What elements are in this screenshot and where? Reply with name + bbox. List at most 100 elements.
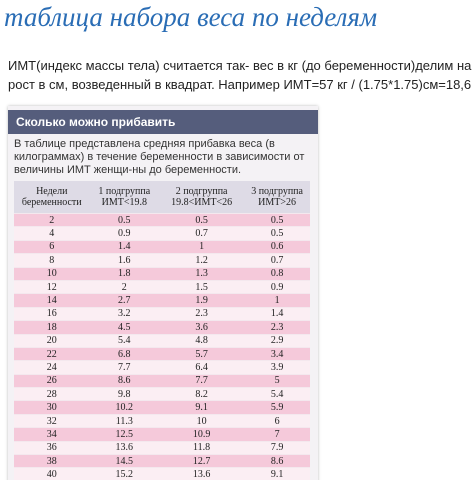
card-description: В таблице представлена средняя прибавка … <box>14 138 305 176</box>
table-row: 34 12.5 10.9 7 <box>14 427 310 442</box>
table-row: 28 9.8 8.2 5.4 <box>14 387 310 401</box>
table-cell: 0.6 <box>244 239 310 254</box>
table-cell: 6 <box>244 413 310 428</box>
table-cell: 12.5 <box>89 427 160 442</box>
column-header: Недели беременности <box>14 181 90 214</box>
table-cell: 18 <box>14 320 90 335</box>
table-row: 4 0.9 0.7 0.5 <box>14 226 310 241</box>
table-cell: 36 <box>14 440 90 455</box>
table-row: 32 11.3 10 6 <box>14 413 310 428</box>
table-row: 12 2 1.5 0.9 <box>14 279 310 294</box>
table-row: 8 1.6 1.2 0.7 <box>14 253 310 268</box>
table-cell: 13.6 <box>159 467 245 480</box>
table-cell: 2.3 <box>244 320 310 335</box>
table-cell: 5.7 <box>159 346 245 361</box>
weight-table: Недели беременности 1 подгруппа ИМТ<19.8 2… <box>14 181 310 480</box>
table-cell: 9.1 <box>159 400 245 415</box>
table-cell: 5.4 <box>89 333 160 348</box>
table-cell: 5 <box>244 373 310 388</box>
table-row: 26 8.6 7.7 5 <box>14 373 310 388</box>
table-cell: 0.5 <box>159 212 245 227</box>
table-cell: 11.3 <box>89 413 160 428</box>
table-cell: 3.9 <box>244 360 310 375</box>
table-cell: 40 <box>14 467 90 480</box>
table-row: 14 2.7 1.9 1 <box>14 293 310 308</box>
table-cell: 6.4 <box>159 360 245 375</box>
table-cell: 1.4 <box>244 306 310 321</box>
table-cell: 4.5 <box>89 320 160 335</box>
table-cell: 10.9 <box>159 427 245 442</box>
table-cell: 1.8 <box>89 266 160 281</box>
table-cell: 1.4 <box>89 239 160 254</box>
table-cell: 1.2 <box>159 253 245 268</box>
table-cell: 6.8 <box>89 346 160 361</box>
table-cell: 1.5 <box>159 279 245 294</box>
intro-text: ИМТ(индекс массы тела) считается так- ве… <box>8 58 472 92</box>
table-row: 2 0.5 0.5 0.5 <box>14 212 310 227</box>
table-card: Сколько можно прибавить В таблице предст… <box>8 106 318 480</box>
table-cell: 7.9 <box>244 440 310 455</box>
table-cell: 8.6 <box>244 454 310 468</box>
column-header: 3 подгруппа ИМТ>26 <box>244 181 310 214</box>
table-cell: 22 <box>14 346 90 361</box>
table-cell: 8.2 <box>159 387 245 401</box>
table-cell: 0.5 <box>244 212 310 227</box>
table-cell: 8.6 <box>89 373 160 388</box>
table-cell: 0.8 <box>244 266 310 281</box>
table-cell: 7.7 <box>159 373 245 388</box>
table-row: 20 5.4 4.8 2.9 <box>14 333 310 348</box>
table-cell: 28 <box>14 387 90 401</box>
table-cell: 24 <box>14 360 90 375</box>
table-cell: 7.7 <box>89 360 160 375</box>
table-cell: 16 <box>14 306 90 321</box>
table-cell: 2.9 <box>244 333 310 348</box>
table-cell: 0.9 <box>89 226 160 241</box>
table-cell: 14.5 <box>89 454 160 468</box>
table-cell: 12.7 <box>159 454 245 468</box>
table-cell: 6 <box>14 239 90 254</box>
table-cell: 0.9 <box>244 279 310 294</box>
table-row: 16 3.2 2.3 1.4 <box>14 306 310 321</box>
table-cell: 8 <box>14 253 90 268</box>
table-cell: 15.2 <box>89 467 160 480</box>
table-cell: 32 <box>14 413 90 428</box>
table-cell: 14 <box>14 293 90 308</box>
table-cell: 5.9 <box>244 400 310 415</box>
table-cell: 26 <box>14 373 90 388</box>
table-cell: 5.4 <box>244 387 310 401</box>
table-row: 40 15.2 13.6 9.1 <box>14 467 310 480</box>
table-cell: 2 <box>89 279 160 294</box>
table-cell: 2.3 <box>159 306 245 321</box>
table-row: 38 14.5 12.7 8.6 <box>14 454 310 468</box>
table-cell: 34 <box>14 427 90 442</box>
table-row: 22 6.8 5.7 3.4 <box>14 346 310 361</box>
table-cell: 2.7 <box>89 293 160 308</box>
column-header: 1 подгруппа ИМТ<19.8 <box>89 181 160 214</box>
table-cell: 3.6 <box>159 320 245 335</box>
table-cell: 38 <box>14 454 90 468</box>
table-row: 6 1.4 1 0.6 <box>14 239 310 254</box>
table-cell: 3.2 <box>89 306 160 321</box>
table-cell: 4 <box>14 226 90 241</box>
table-cell: 1 <box>159 239 245 254</box>
table-cell: 1.9 <box>159 293 245 308</box>
table-cell: 4.8 <box>159 333 245 348</box>
table-row: 30 10.2 9.1 5.9 <box>14 400 310 415</box>
table-cell: 0.7 <box>244 253 310 268</box>
table-cell: 3.4 <box>244 346 310 361</box>
table-cell: 30 <box>14 400 90 415</box>
card-title: Сколько можно прибавить <box>8 110 318 134</box>
table-cell: 10.2 <box>89 400 160 415</box>
table-cell: 11.8 <box>159 440 245 455</box>
table-cell: 13.6 <box>89 440 160 455</box>
table-cell: 1 <box>244 293 310 308</box>
header-row: Недели беременности 1 подгруппа ИМТ<19.8 2… <box>14 181 310 214</box>
table-cell: 9.1 <box>244 467 310 480</box>
table-cell: 20 <box>14 333 90 348</box>
table-cell: 1.3 <box>159 266 245 281</box>
table-row: 18 4.5 3.6 2.3 <box>14 320 310 335</box>
table-cell: 10 <box>159 413 245 428</box>
table-row: 10 1.8 1.3 0.8 <box>14 266 310 281</box>
table-cell: 7 <box>244 427 310 442</box>
